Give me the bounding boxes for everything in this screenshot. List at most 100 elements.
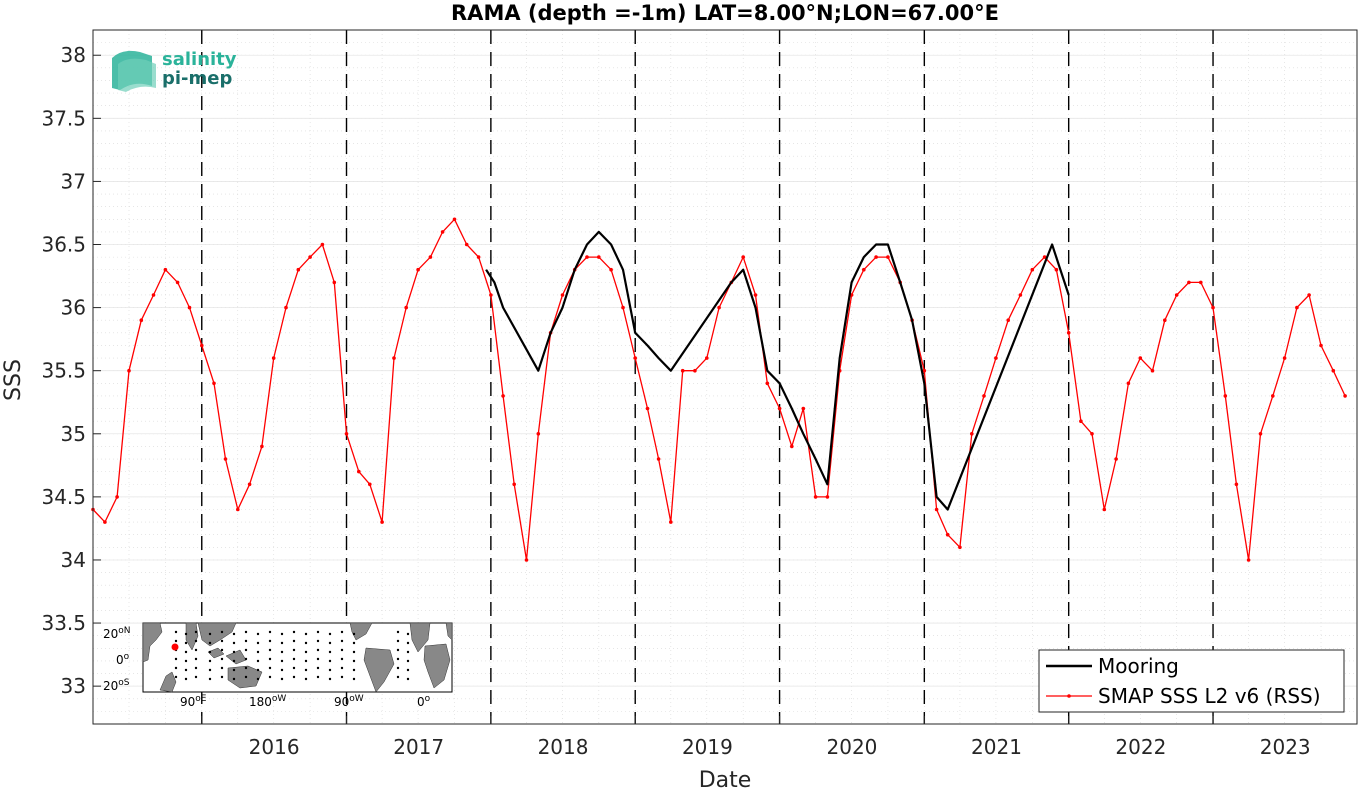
inset-lon-3-value: 90 — [334, 695, 349, 709]
series-point-smap — [440, 230, 445, 234]
series-point-smap — [693, 368, 697, 373]
inset-buoy-point — [352, 650, 356, 654]
inset-buoy-point — [208, 632, 212, 636]
inset-buoy-point — [292, 630, 296, 634]
inset-buoy-point — [256, 632, 260, 636]
series-point-smap — [813, 495, 818, 499]
series-point-smap — [560, 293, 565, 297]
inset-buoy-point — [194, 675, 198, 679]
y-tick-label: 33.5 — [41, 611, 86, 635]
inset-buoy-point — [194, 657, 198, 661]
inset-buoy-point — [208, 659, 212, 663]
inset-buoy-point — [174, 675, 178, 679]
plot-frame — [92, 29, 1358, 725]
inset-lat-top-value: 20 — [103, 627, 118, 641]
series-point-smap — [1331, 368, 1336, 373]
inset-mooring-array — [174, 630, 410, 681]
inset-land — [142, 622, 453, 693]
inset-buoy-point — [174, 657, 178, 661]
series-point-smap — [260, 444, 264, 449]
inset-lon-label-2: 180oW — [249, 694, 286, 709]
inset-buoy-point — [396, 657, 400, 661]
chart-title: RAMA (depth =-1m) LAT=8.00°N;LON=67.00°E — [451, 1, 999, 25]
inset-buoy-point — [396, 639, 400, 643]
series-point-smap — [320, 242, 325, 247]
inset-buoy-point — [328, 632, 332, 636]
series-point-smap — [597, 255, 601, 259]
series-point-smap — [1138, 356, 1143, 360]
x-tick-label: 2020 — [827, 735, 878, 759]
series-point-smap — [1234, 482, 1239, 487]
inset-lat-label-top: 20oN — [103, 626, 131, 641]
inset-buoy-point — [268, 639, 272, 643]
series-point-smap — [1066, 331, 1071, 335]
series-point-smap — [1199, 280, 1203, 285]
series-point-smap — [656, 457, 661, 461]
inset-lon-1-unit: oE — [195, 694, 207, 704]
series-point-smap — [945, 532, 950, 537]
inset-buoy-point — [256, 659, 260, 663]
inset-buoy-point — [256, 641, 260, 645]
series-point-smap — [1090, 432, 1094, 436]
y-tick-label: 38 — [61, 43, 86, 67]
inset-buoy-point — [232, 650, 236, 654]
inset-land-mass — [185, 622, 199, 651]
inset-buoy-point — [352, 641, 356, 645]
inset-buoy-point — [352, 668, 356, 672]
legend-label-mooring: Mooring — [1098, 654, 1179, 678]
logo-line2: pi-mep — [162, 68, 232, 89]
series-point-smap — [633, 356, 637, 360]
inset-buoy-point — [208, 668, 212, 672]
series-point-smap — [934, 507, 939, 512]
salinity-pi-mep-logo: salinity pi-mep — [112, 49, 237, 92]
legend-box — [1038, 649, 1345, 713]
inset-buoy-point — [304, 677, 308, 681]
inset-buoy-point — [292, 639, 296, 643]
inset-buoy-point — [328, 650, 332, 654]
series-point-smap — [1018, 293, 1023, 297]
inset-buoy-point — [208, 677, 212, 681]
inset-buoy-point — [280, 668, 284, 672]
inset-land-mass — [207, 647, 225, 659]
series-point-smap — [489, 293, 493, 297]
inset-buoy-point — [220, 666, 224, 670]
inset-lat-mid-unit: o — [124, 652, 130, 662]
series-point-smap — [512, 482, 516, 487]
series-point-smap — [970, 432, 974, 436]
series-point-smap — [958, 545, 962, 550]
series-point-smap — [332, 280, 337, 285]
y-tick-label: 33 — [61, 674, 86, 698]
y-tick-label: 37 — [61, 169, 86, 193]
series-point-smap — [416, 267, 420, 272]
inset-buoy-point — [406, 632, 410, 636]
series-point-smap — [669, 520, 673, 524]
inset-lon-2-value: 180 — [249, 695, 272, 709]
series-point-smap — [609, 267, 613, 272]
inset-land-mass — [197, 622, 237, 647]
series-point-smap — [236, 507, 240, 512]
inset-lon-1-value: 90 — [180, 695, 195, 709]
inset-buoy-point — [316, 675, 320, 679]
inset-buoy-point — [268, 648, 272, 652]
legend: Mooring SMAP SSS L2 v6 (RSS) — [1038, 649, 1345, 713]
inset-buoy-point — [184, 677, 188, 681]
inset-buoy-point — [208, 641, 212, 645]
series-point-smap — [151, 293, 156, 297]
inset-buoy-point — [174, 639, 178, 643]
inset-buoy-point — [406, 641, 410, 645]
inset-buoy-point — [352, 659, 356, 663]
series-point-smap — [1295, 305, 1299, 310]
inset-buoy-point — [268, 666, 272, 670]
inset-buoy-point — [268, 675, 272, 679]
inset-buoy-point — [194, 666, 198, 670]
y-tick-label: 35 — [61, 422, 86, 446]
series-point-smap — [621, 305, 625, 310]
inset-buoy-point — [340, 630, 344, 634]
series-point-smap — [645, 406, 650, 411]
inset-lat-label-mid: 0o — [116, 652, 130, 667]
inset-lat-label-bot: 20oS — [103, 678, 130, 693]
inset-buoy-point — [304, 641, 308, 645]
series-point-smap — [1174, 293, 1179, 297]
series-point-smap — [1102, 507, 1107, 512]
inset-buoy-point — [244, 639, 248, 643]
